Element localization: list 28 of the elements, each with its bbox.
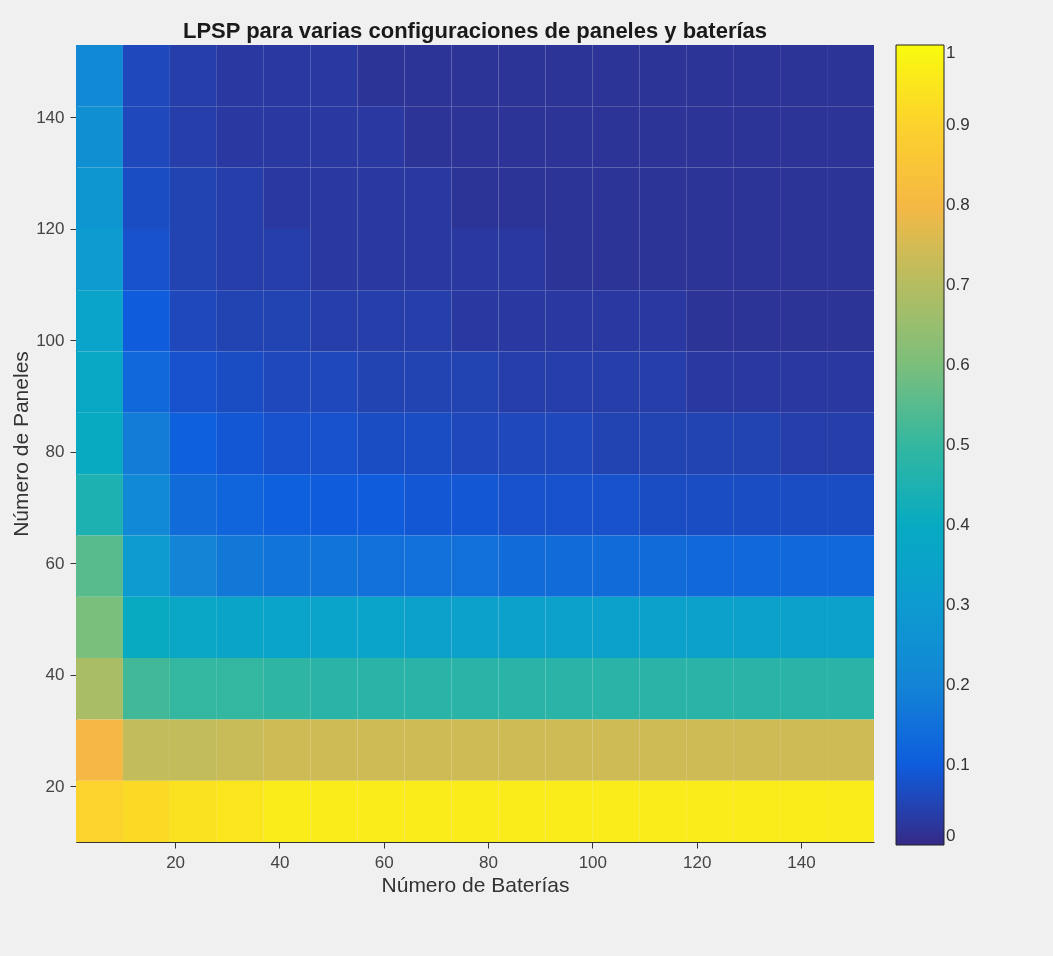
color-bar-label: 0.7 [946,275,970,294]
x-tick-label: 40 [270,852,290,872]
x-tick-label: 120 [682,852,712,872]
x-tick-label: 60 [374,852,394,872]
color-bar-label: 0.8 [946,195,970,214]
y-tick-label: 120 [36,219,65,239]
y-tick-label: 140 [36,107,65,127]
color-bar-label: 0.2 [946,675,970,694]
x-tick-label: 100 [578,852,608,872]
x-tick-label: 20 [166,852,186,872]
color-bar-label: 0.5 [946,435,970,454]
chart-title: LPSP para varias configuraciones de paneles y baterías [182,18,768,43]
y-tick-label: 100 [36,330,65,350]
x-tick-label: 140 [787,852,816,872]
y-tick-label: 20 [45,776,65,796]
color-bar-label: 0.1 [946,755,970,774]
x-tick-label: 80 [479,852,498,872]
y-tick-label: 60 [45,553,65,573]
y-axis-title: Número de Paneles [9,351,33,537]
color-bar-label: 1 [946,43,956,62]
y-tick-label: 80 [45,442,65,462]
color-bar-label: 0.3 [946,595,970,614]
x-axis-title: Número de Baterías [381,872,570,896]
color-bar-label: 0.6 [946,355,970,374]
color-bar-label: 0 [946,826,956,845]
y-tick-label: 40 [45,665,65,685]
color-bar-label: 0.4 [946,515,970,534]
color-bar-label: 0.9 [946,115,970,134]
